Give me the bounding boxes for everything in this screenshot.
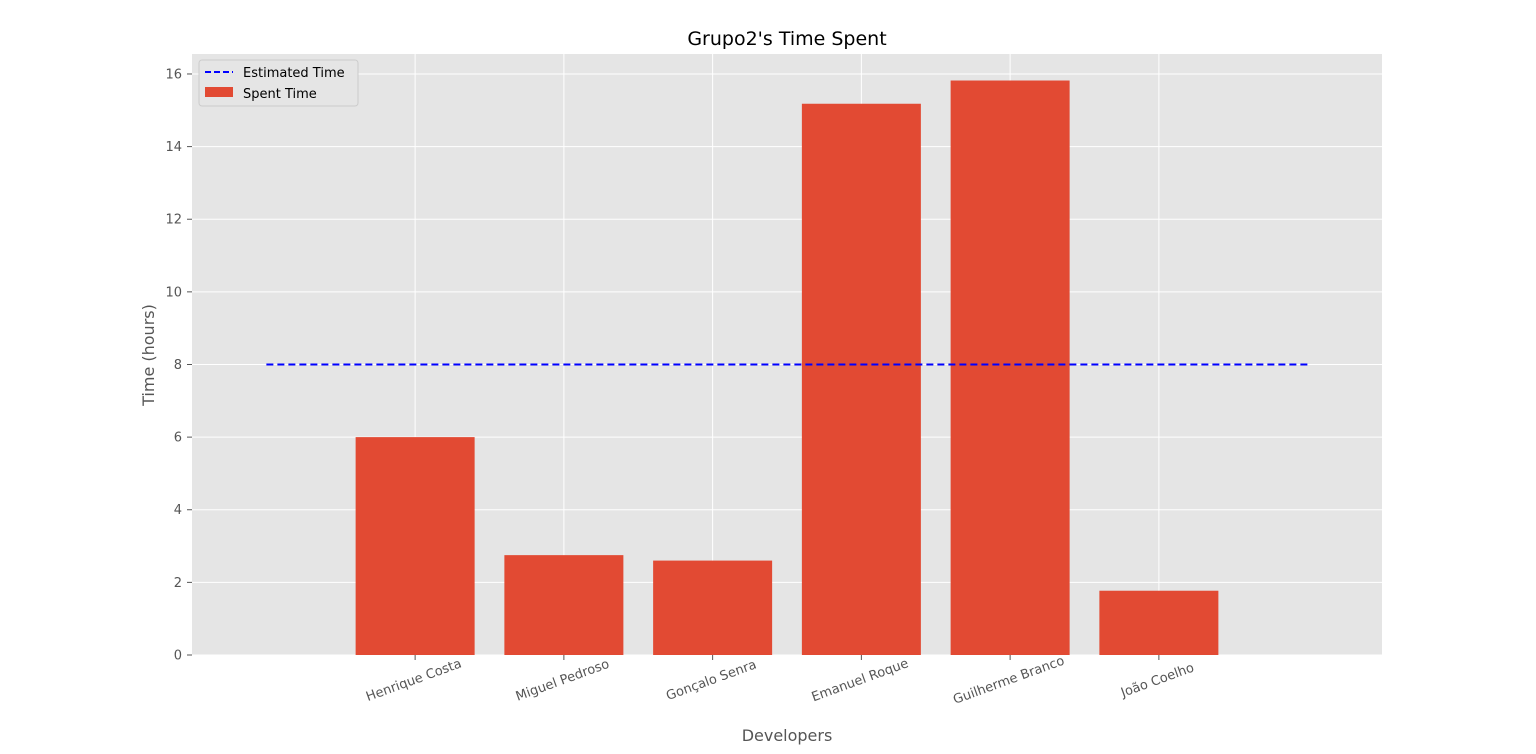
x-tick-label: Gonçalo Senra (664, 657, 758, 704)
bar-henrique-costa (355, 437, 475, 655)
legend-box (198, 59, 359, 107)
y-tick-label: 8 (174, 358, 182, 373)
bars (355, 80, 1219, 656)
x-tick-label: Henrique Costa (364, 656, 464, 704)
bar-emanuel-roque (801, 103, 921, 656)
y-tick-label: 0 (174, 649, 182, 664)
x-tick-label: Miguel Pedroso (514, 657, 612, 705)
y-tick-label: 14 (165, 140, 182, 155)
legend-label-estimated: Estimated Time (243, 66, 345, 81)
bar-jo-o-coelho (1099, 590, 1219, 655)
x-tick-label: João Coelho (1118, 661, 1196, 702)
legend: Estimated Time Spent Time (198, 59, 359, 107)
bar-gon-alo-senra (653, 560, 773, 655)
y-tick-label: 2 (174, 576, 182, 591)
y-tick-label: 6 (174, 431, 182, 446)
legend-label-spent: Spent Time (243, 87, 317, 102)
y-axis-label: Time (hours) (139, 304, 158, 407)
x-tick-label: Emanuel Roque (810, 656, 911, 705)
x-tick-label: Guilherme Branco (951, 654, 1066, 708)
y-tick-label: 12 (165, 213, 182, 228)
bar-miguel-pedroso (504, 555, 624, 655)
legend-bar-swatch (205, 87, 233, 97)
y-tick-label: 10 (165, 285, 182, 300)
y-tick-label: 16 (165, 67, 182, 82)
chart-title: Grupo2's Time Spent (687, 28, 886, 50)
x-axis-label: Developers (742, 726, 833, 745)
y-axis: 0 2 4 6 8 10 12 14 16 (165, 67, 192, 664)
y-tick-label: 4 (174, 503, 182, 518)
x-axis: Henrique Costa Miguel Pedroso Gonçalo Senr… (364, 654, 1196, 708)
bar-guilherme-branco (950, 80, 1070, 655)
